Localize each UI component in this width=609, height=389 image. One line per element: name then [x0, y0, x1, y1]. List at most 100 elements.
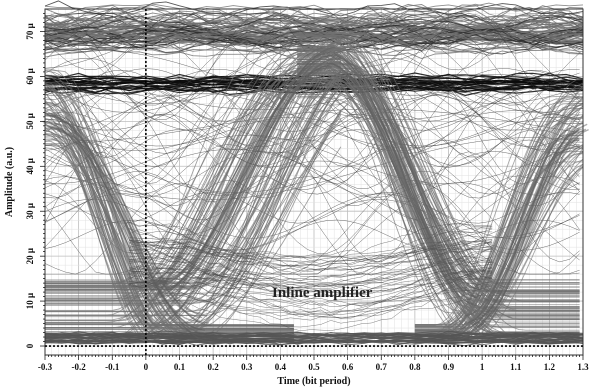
x-tick-label: 0.2 [208, 362, 220, 372]
eye-trace [45, 61, 341, 316]
y-tick-label: 0 [25, 343, 35, 348]
x-tick-label: 0.4 [275, 362, 287, 372]
eye-trace [129, 260, 493, 313]
eye-trace [328, 70, 477, 298]
eye-trace [129, 229, 493, 265]
eye-trace [45, 112, 342, 294]
eye-trace [45, 87, 342, 283]
y-axis-title: Amplitude (a.u.) [4, 147, 15, 217]
eye-trace [161, 57, 337, 291]
eye-trace [43, 122, 199, 323]
eye-trace [44, 193, 580, 239]
eye-trace [156, 54, 332, 286]
eye-trace [129, 266, 493, 285]
eye-trace [45, 71, 342, 288]
eye-trace [414, 96, 583, 337]
eye-trace [464, 129, 579, 317]
eye-trace [297, 74, 580, 328]
eye-trace [129, 270, 493, 332]
eye-trace [44, 134, 580, 184]
y-tick-label: 30 μ [25, 203, 35, 219]
eye-trace [44, 139, 580, 221]
eye-trace [44, 151, 580, 263]
eye-trace [45, 62, 341, 322]
chart-annotation: Inline amplifier [272, 285, 373, 301]
x-tick-label: 0.8 [409, 362, 421, 372]
eye-trace [44, 199, 580, 251]
x-tick-label: 1.3 [577, 362, 589, 372]
eye-trace [149, 52, 325, 291]
eye-trace [44, 338, 584, 346]
y-tick-label: 40 μ [25, 158, 35, 174]
x-axis-title: Time (bit period) [277, 376, 350, 387]
eye-trace [44, 331, 584, 338]
eye-trace [414, 117, 583, 326]
eye-trace [297, 81, 580, 298]
eye-trace [44, 84, 294, 330]
eye-trace [44, 219, 580, 251]
x-tick-label: -0.2 [72, 362, 87, 372]
x-tick-label: 0.1 [174, 362, 186, 372]
x-tick-label: 0.5 [308, 362, 320, 372]
eye-trace [44, 13, 580, 71]
eye-trace [129, 274, 493, 302]
eye-trace [297, 27, 580, 281]
eye-trace [44, 16, 580, 132]
eye-trace [44, 74, 580, 110]
eye-trace [46, 113, 202, 315]
eye-trace [44, 182, 580, 275]
eye-trace [297, 55, 580, 306]
x-tick-label: 0.9 [443, 362, 455, 372]
eye-trace [44, 332, 584, 342]
eye-trace [44, 110, 580, 193]
eye-trace [44, 89, 294, 331]
eye-trace [45, 104, 294, 330]
eye-trace [44, 12, 584, 30]
y-tick-label: 50 μ [25, 113, 35, 129]
eye-trace [44, 76, 580, 189]
eye-trace [44, 192, 580, 224]
x-tick-label: 0.3 [241, 362, 253, 372]
eye-trace [129, 251, 493, 307]
eye-trace [44, 336, 584, 344]
eye-trace [339, 51, 488, 291]
y-tick-label: 60 μ [25, 68, 35, 84]
eye-trace [333, 70, 483, 300]
eye-trace [44, 101, 294, 333]
eye-trace [129, 281, 493, 318]
eye-trace [44, 338, 584, 344]
eye-trace [44, 94, 580, 190]
eye-trace [297, 58, 580, 314]
eye-trace [44, 80, 580, 147]
eye-trace [45, 79, 341, 318]
eye-trace [129, 271, 493, 293]
y-tick-label: 10 μ [25, 293, 35, 309]
eye-trace [45, 90, 342, 284]
eye-trace [129, 221, 493, 258]
eye-trace [44, 84, 580, 154]
eye-trace [149, 46, 325, 287]
eye-trace [129, 256, 493, 285]
eye-trace [44, 111, 580, 196]
eye-trace [129, 280, 493, 307]
eye-trace [44, 57, 580, 151]
x-tick-label: 0.6 [342, 362, 354, 372]
x-tick-label: -0.1 [105, 362, 120, 372]
eye-trace [45, 79, 342, 306]
x-tick-label: 0.7 [376, 362, 388, 372]
eye-trace [47, 114, 203, 330]
eye-trace [45, 73, 341, 312]
eye-trace [414, 98, 583, 327]
eye-trace [44, 176, 580, 236]
eye-trace [45, 74, 342, 304]
eye-trace [44, 151, 580, 198]
eye-trace [158, 54, 334, 298]
eye-trace [129, 281, 493, 305]
x-tick-label: -0.3 [38, 362, 53, 372]
eye-trace [54, 122, 209, 324]
axis-ticks: -0.3 -0.2 -0.1 0 0.1 0.2 0.3 0.4 0.5 0.6 0.7 0.8 0.9… [25, 13, 589, 372]
eye-trace [341, 63, 490, 302]
eye-trace [45, 32, 341, 286]
eye-trace [44, 76, 580, 185]
